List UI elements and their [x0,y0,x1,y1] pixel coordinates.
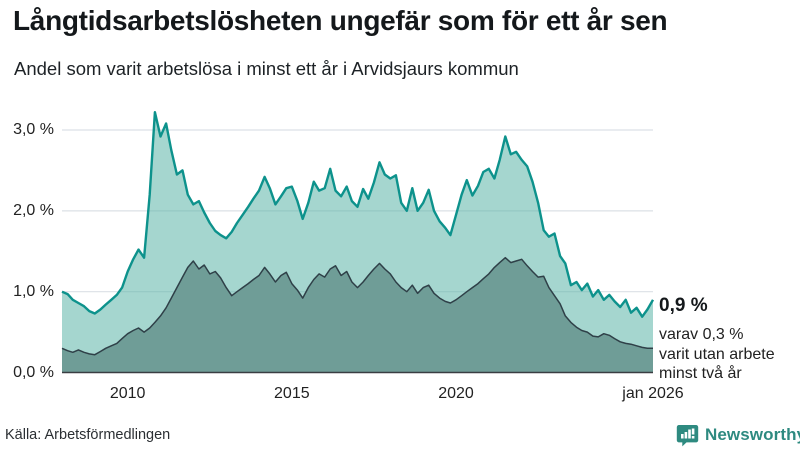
x-axis-label: 2010 [109,385,146,402]
page-title: Långtidsarbetslösheten ungefär som för e… [13,5,668,36]
latest-value-label: 0,9 % [659,295,708,316]
x-axis-label: 2015 [274,385,310,402]
two-year-line [61,256,653,356]
y-axis-label: 0,0 % [13,363,54,381]
y-axis-label: 1,0 % [13,282,54,300]
annotation-line: varit utan arbete [659,345,775,363]
newsworthy-bubble-icon [676,424,699,446]
annotation-line: minst två år [659,365,742,382]
annotation-note: varav 0,3 % varit utan arbete minst två … [659,325,775,384]
annotation-line: varav 0,3 % [659,326,744,343]
source-credit: Källa: Arbetsförmedlingen [5,427,171,443]
y-axis-label: 3,0 % [13,121,54,138]
newsworthy-logo: Newsworthy [676,423,800,447]
x-axis-label: 2020 [438,385,474,402]
total-long-term-line [61,111,655,318]
total-long-term-area [62,112,653,373]
two-year-area [62,257,653,373]
brand-name: Newsworthy [705,425,800,444]
chart-subtitle: Andel som varit arbetslösa i minst ett å… [14,58,519,79]
x-axis-label: jan 2026 [622,385,684,402]
y-axis-label: 2,0 % [13,201,54,219]
